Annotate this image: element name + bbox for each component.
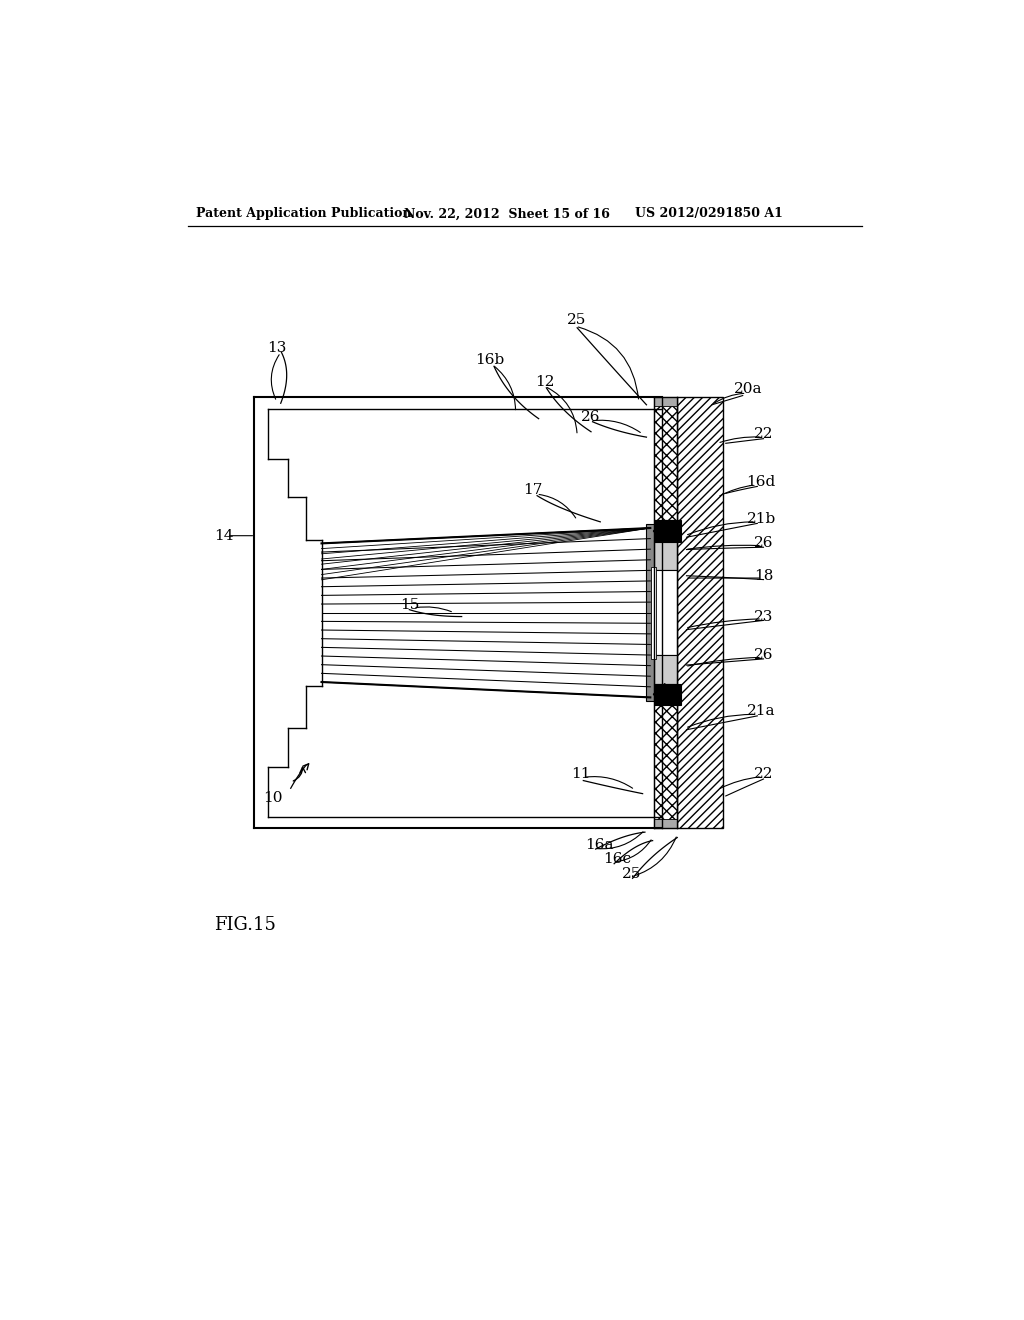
Text: 16d: 16d (746, 475, 776, 488)
Text: 10: 10 (263, 791, 283, 804)
Text: 23: 23 (755, 610, 774, 624)
Text: Nov. 22, 2012  Sheet 15 of 16: Nov. 22, 2012 Sheet 15 of 16 (403, 207, 609, 220)
Text: 14: 14 (214, 529, 233, 543)
Polygon shape (654, 397, 677, 407)
Text: 12: 12 (535, 375, 554, 388)
Polygon shape (653, 520, 665, 543)
Polygon shape (654, 655, 677, 684)
Polygon shape (654, 543, 677, 570)
Text: 26: 26 (755, 536, 774, 550)
Text: 21a: 21a (746, 705, 775, 718)
Polygon shape (651, 566, 655, 659)
Text: 25: 25 (567, 313, 587, 327)
Text: 18: 18 (755, 569, 774, 582)
Text: 22: 22 (755, 428, 774, 441)
Text: 17: 17 (523, 483, 543, 496)
Text: 16b: 16b (475, 354, 505, 367)
Polygon shape (654, 520, 681, 543)
Polygon shape (654, 684, 681, 705)
Text: 25: 25 (622, 867, 641, 882)
Text: FIG.15: FIG.15 (214, 916, 275, 933)
Text: 15: 15 (400, 598, 420, 612)
Text: 21b: 21b (746, 512, 776, 525)
Polygon shape (653, 684, 665, 705)
Polygon shape (654, 705, 677, 829)
Polygon shape (646, 524, 654, 701)
Text: 22: 22 (755, 767, 774, 781)
Text: 16c: 16c (603, 853, 632, 866)
Text: 20a: 20a (733, 383, 762, 396)
Polygon shape (654, 570, 677, 655)
Polygon shape (654, 818, 677, 829)
Text: US 2012/0291850 A1: US 2012/0291850 A1 (635, 207, 782, 220)
Polygon shape (654, 397, 677, 520)
Polygon shape (677, 397, 724, 829)
Text: 16a: 16a (585, 838, 613, 853)
Text: 26: 26 (755, 648, 774, 663)
Text: Patent Application Publication: Patent Application Publication (196, 207, 412, 220)
Text: 13: 13 (267, 341, 287, 355)
Text: 26: 26 (581, 411, 600, 424)
Text: 11: 11 (571, 767, 591, 781)
